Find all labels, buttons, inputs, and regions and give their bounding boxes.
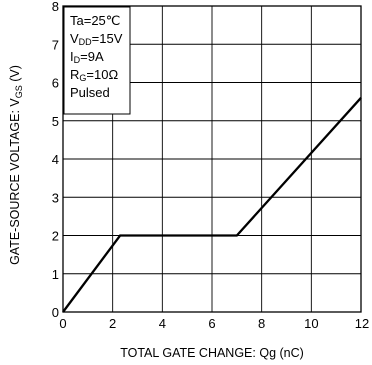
condition-line: ID=9A: [70, 49, 104, 65]
series-group: [62, 97, 362, 313]
conditions-box: [63, 6, 131, 115]
condition-sub: DD: [79, 37, 92, 47]
condition-value: ℃: [106, 13, 121, 28]
condition-line: RG=10Ω: [70, 67, 118, 83]
y-tick-label: 3: [52, 190, 59, 205]
x-tick-label: 2: [109, 316, 116, 331]
x-tick-label: 4: [159, 316, 166, 331]
x-tick-label: 6: [208, 316, 215, 331]
condition-sub: G: [79, 73, 86, 83]
y-axis-title: GATE-SOURCE VOLTAGE: VGS (V): [8, 65, 24, 265]
y-tick-label: 4: [52, 152, 59, 167]
x-tick-label: 12: [355, 316, 369, 331]
condition-main: Ta=25: [70, 13, 106, 28]
condition-line: Ta=25℃: [70, 13, 120, 28]
y-tick-label: 0: [52, 305, 59, 320]
y-axis-title-unit: (V): [8, 65, 22, 85]
condition-value: =10Ω: [86, 67, 118, 82]
y-tick-labels: 0 1 2 3 4 5 6 7 8: [52, 0, 59, 320]
condition-line: VDD=15V: [70, 31, 123, 47]
y-tick-label: 6: [52, 76, 59, 91]
x-axis-title: TOTAL GATE CHANGE: Qg (nC): [120, 346, 304, 360]
condition-value: =9A: [80, 49, 104, 64]
condition-main: Pulsed: [70, 85, 110, 100]
y-tick-label: 1: [52, 267, 59, 282]
y-tick-label: 8: [52, 0, 59, 14]
condition-sub: D: [74, 55, 81, 65]
condition-main: R: [70, 67, 79, 82]
y-axis-title-main: GATE-SOURCE VOLTAGE: V: [8, 98, 22, 265]
x-tick-label: 8: [258, 316, 265, 331]
series-line: [62, 97, 362, 313]
x-tick-label: 0: [59, 316, 66, 331]
condition-line: Pulsed: [70, 85, 110, 100]
condition-main: V: [70, 31, 79, 46]
plot-frame: [62, 5, 362, 313]
condition-main: I: [70, 49, 74, 64]
x-tick-label: 10: [304, 316, 318, 331]
condition-value: =15V: [92, 31, 123, 46]
grid-lines: [62, 5, 362, 313]
y-tick-label: 2: [52, 229, 59, 244]
y-tick-label: 7: [52, 37, 59, 52]
y-axis-title-sub: GS: [14, 85, 24, 98]
y-tick-label: 5: [52, 114, 59, 129]
x-tick-labels: 0 2 4 6 8 10 12: [59, 316, 369, 331]
